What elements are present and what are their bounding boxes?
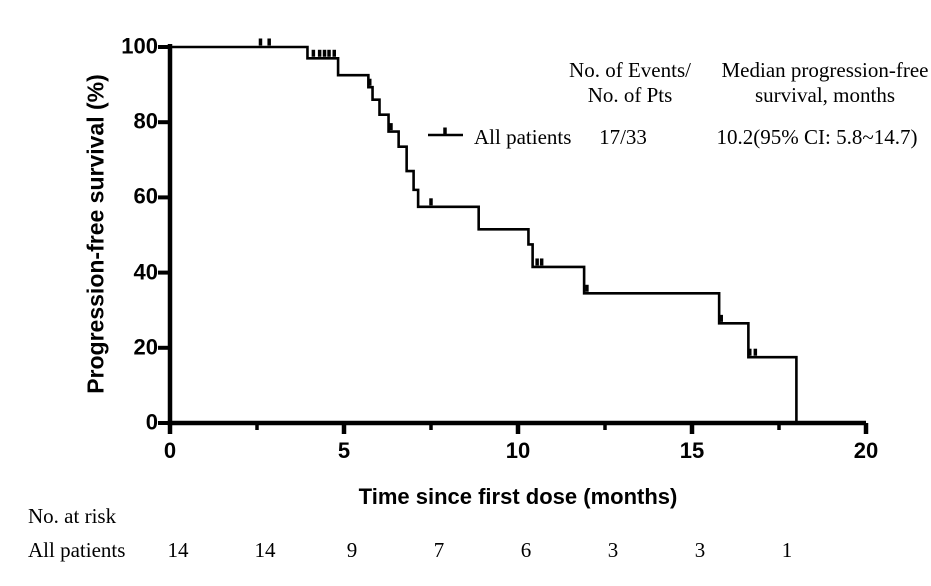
legend-median-value: 10.2(95% CI: 5.8~14.7) xyxy=(716,125,918,149)
x-tick-label: 5 xyxy=(337,438,351,463)
y-tick-label: 60 xyxy=(133,183,158,209)
legend-header-median-line1: Median progression-free xyxy=(721,58,929,82)
legend-header-median-line2: survival, months xyxy=(754,83,895,107)
at-risk-count: 14 xyxy=(254,538,276,562)
at-risk-count: 7 xyxy=(433,538,445,562)
at-risk-count: 3 xyxy=(694,538,706,562)
legend-events-value: 17/33 xyxy=(599,125,647,149)
y-tick-label: 80 xyxy=(133,108,158,134)
at-risk-count: 6 xyxy=(520,538,532,562)
legend-series-label: All patients xyxy=(474,125,572,149)
legend-header-events-line2: No. of Pts xyxy=(587,83,673,107)
legend-header-events: No. of Events/ No. of Pts xyxy=(569,58,691,108)
x-tick-label: 10 xyxy=(505,438,531,463)
y-tick-label: 20 xyxy=(133,334,158,360)
x-tick-label: 20 xyxy=(853,438,879,463)
km-curve-all-patients xyxy=(170,45,798,423)
y-tick-label: 0 xyxy=(145,409,158,435)
at-risk-row-label: All patients xyxy=(28,538,126,562)
x-tick-label: 0 xyxy=(163,438,177,463)
y-tick-label: 40 xyxy=(133,259,158,285)
at-risk-count: 9 xyxy=(346,538,358,562)
y-tick-label: 100 xyxy=(121,33,158,59)
at-risk-count: 1 xyxy=(781,538,793,562)
x-tick-label: 15 xyxy=(679,438,705,463)
x-axis-title: Time since first dose (months) xyxy=(358,484,678,509)
legend-header-median: Median progression-free survival, months xyxy=(721,58,928,108)
at-risk-count: 14 xyxy=(167,538,189,562)
at-risk-title: No. at risk xyxy=(28,504,117,528)
at-risk-count: 3 xyxy=(607,538,619,562)
legend-header-events-line1: No. of Events/ xyxy=(569,58,691,82)
